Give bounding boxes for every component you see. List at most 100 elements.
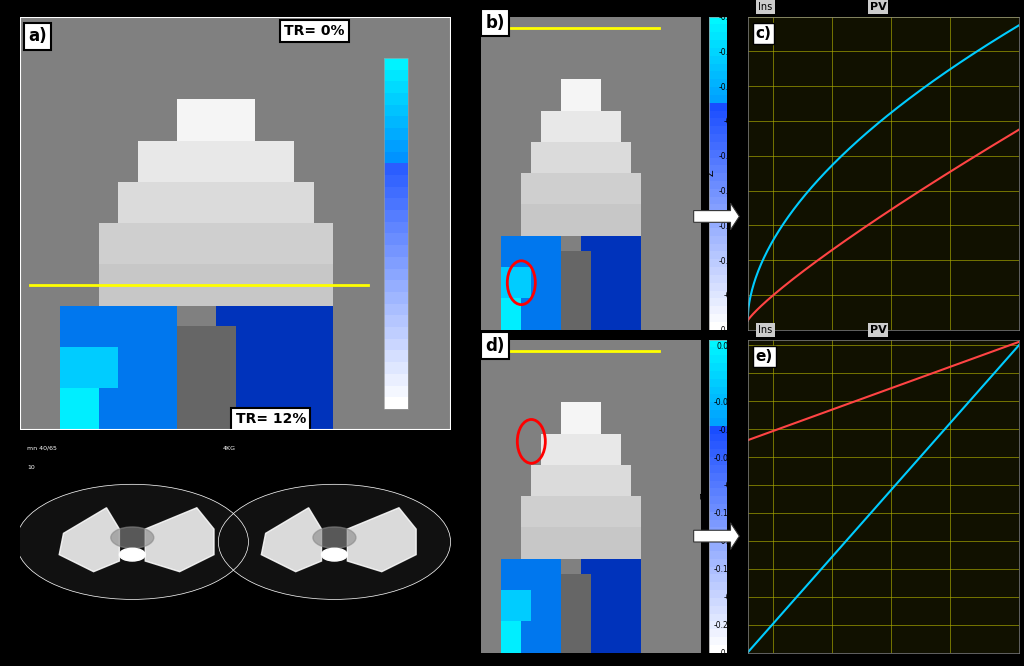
X-axis label: Pressure: Pressure — [862, 350, 904, 360]
Bar — [709, 267, 727, 275]
Bar — [59, 388, 98, 430]
Bar — [709, 426, 727, 434]
Bar — [709, 189, 727, 196]
FancyArrow shape — [693, 523, 739, 549]
Polygon shape — [261, 507, 322, 571]
Bar — [502, 590, 561, 621]
Bar — [709, 275, 727, 282]
Polygon shape — [59, 507, 120, 571]
Text: 10: 10 — [27, 465, 35, 470]
Bar — [709, 220, 727, 228]
Bar — [384, 58, 408, 409]
Bar — [511, 621, 561, 653]
Bar — [177, 326, 236, 430]
Bar — [118, 182, 313, 223]
Bar — [709, 394, 727, 402]
Bar — [709, 111, 727, 119]
Bar — [709, 181, 727, 189]
Bar — [709, 473, 727, 481]
Bar — [709, 457, 727, 465]
Bar — [709, 567, 727, 574]
Text: Ins: Ins — [759, 325, 773, 335]
Bar — [59, 306, 177, 347]
Bar — [709, 150, 727, 158]
Bar — [709, 512, 727, 519]
Bar — [98, 264, 333, 306]
Bar — [709, 314, 727, 322]
Bar — [384, 175, 408, 186]
Bar — [709, 196, 727, 204]
Bar — [502, 298, 521, 330]
Bar — [384, 292, 408, 304]
Bar — [709, 40, 727, 48]
Bar — [384, 327, 408, 339]
Bar — [709, 559, 727, 567]
Bar — [709, 363, 727, 371]
Bar — [502, 267, 531, 298]
Bar — [709, 535, 727, 543]
Text: 4KG: 4KG — [222, 446, 236, 451]
Bar — [582, 590, 641, 621]
Bar — [709, 590, 727, 598]
Bar — [531, 142, 632, 173]
Bar — [709, 63, 727, 71]
Bar — [709, 543, 727, 551]
Bar — [591, 621, 641, 653]
Bar — [384, 105, 408, 117]
Bar — [502, 590, 531, 621]
Bar — [709, 142, 727, 150]
Bar — [384, 362, 408, 374]
Bar — [384, 397, 408, 409]
Bar — [384, 222, 408, 234]
Bar — [521, 527, 641, 559]
Bar — [502, 559, 561, 590]
Bar — [384, 152, 408, 163]
Bar — [709, 212, 727, 220]
Bar — [384, 234, 408, 245]
Text: TR= 12%: TR= 12% — [236, 412, 306, 426]
Bar — [384, 257, 408, 268]
Bar — [709, 621, 727, 629]
Bar — [709, 79, 727, 87]
Bar — [709, 32, 727, 40]
Bar — [709, 606, 727, 613]
Text: a): a) — [29, 27, 47, 45]
Bar — [709, 17, 727, 25]
Bar — [709, 298, 727, 306]
Y-axis label: Z: Z — [706, 170, 716, 176]
Bar — [216, 347, 333, 388]
Bar — [709, 645, 727, 653]
Bar — [384, 350, 408, 362]
Bar — [561, 251, 591, 330]
Bar — [709, 348, 727, 356]
Bar — [582, 559, 641, 590]
Bar — [384, 93, 408, 105]
Bar — [709, 244, 727, 252]
Bar — [384, 117, 408, 128]
Bar — [384, 374, 408, 386]
Bar — [384, 245, 408, 257]
Bar — [709, 204, 727, 212]
Bar — [709, 496, 727, 504]
Bar — [709, 527, 727, 535]
Bar — [709, 290, 727, 298]
Bar — [236, 388, 333, 430]
Bar — [709, 236, 727, 244]
Bar — [709, 127, 727, 134]
Bar — [709, 504, 727, 511]
Y-axis label: Z: Z — [701, 493, 711, 500]
Bar — [709, 379, 727, 386]
Text: TR= 0%: TR= 0% — [285, 24, 345, 38]
Bar — [521, 204, 641, 236]
Bar — [502, 621, 521, 653]
Bar — [384, 198, 408, 210]
Bar — [709, 519, 727, 527]
Bar — [177, 99, 255, 141]
Bar — [709, 228, 727, 236]
Bar — [384, 268, 408, 280]
Circle shape — [120, 548, 145, 561]
Bar — [384, 304, 408, 315]
Bar — [709, 119, 727, 127]
Bar — [511, 298, 561, 330]
Bar — [384, 163, 408, 175]
